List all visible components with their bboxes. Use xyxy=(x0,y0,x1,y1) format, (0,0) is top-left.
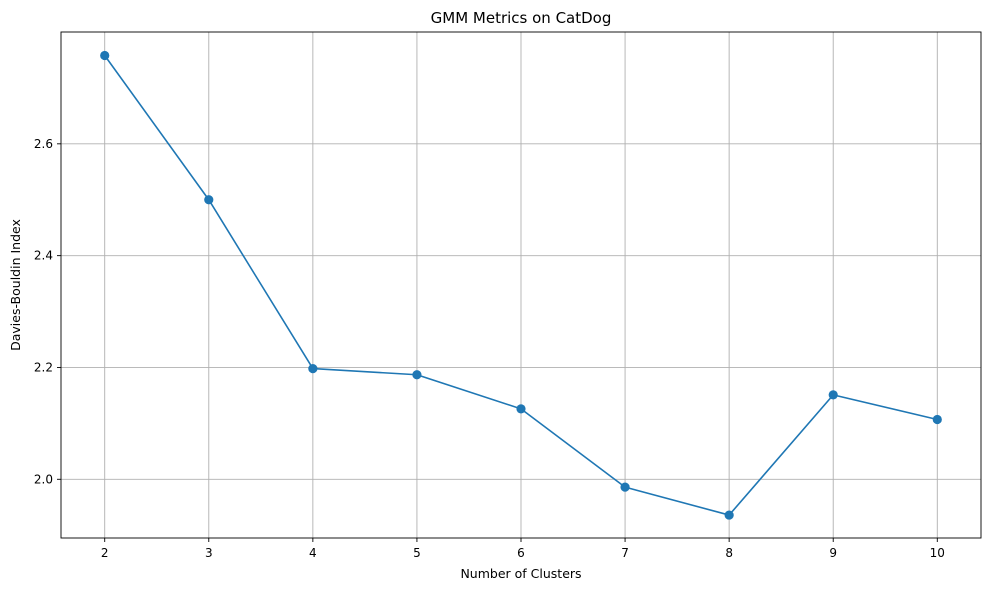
x-tick-label: 7 xyxy=(621,546,629,560)
data-point xyxy=(620,482,630,492)
y-tick-label: 2.4 xyxy=(34,249,53,263)
y-tick-label: 2.2 xyxy=(34,360,53,374)
data-point xyxy=(828,390,838,400)
x-axis-ticks: 2 3 4 5 6 7 8 9 10 xyxy=(101,538,945,560)
y-tick-label: 2.0 xyxy=(34,472,53,486)
x-tick-label: 10 xyxy=(930,546,945,560)
x-tick-label: 2 xyxy=(101,546,109,560)
x-axis-label: Number of Clusters xyxy=(460,566,581,581)
x-tick-label: 5 xyxy=(413,546,421,560)
x-tick-label: 4 xyxy=(309,546,317,560)
chart-title: GMM Metrics on CatDog xyxy=(431,9,612,27)
data-point xyxy=(204,195,214,205)
data-point xyxy=(516,404,526,414)
data-point xyxy=(412,370,422,380)
data-point xyxy=(308,363,318,374)
data-point xyxy=(100,50,110,61)
x-tick-label: 3 xyxy=(205,546,213,560)
y-axis-label: Davies-Bouldin Index xyxy=(8,219,23,351)
grid xyxy=(61,32,981,538)
data-point xyxy=(724,510,734,520)
series-layer xyxy=(100,50,942,520)
x-tick-label: 6 xyxy=(517,546,525,560)
y-axis-ticks: 2.0 2.2 2.4 2.6 xyxy=(34,137,61,486)
y-tick-label: 2.6 xyxy=(34,137,53,151)
data-point xyxy=(932,414,942,425)
x-tick-label: 8 xyxy=(725,546,733,560)
x-tick-label: 9 xyxy=(829,546,837,560)
